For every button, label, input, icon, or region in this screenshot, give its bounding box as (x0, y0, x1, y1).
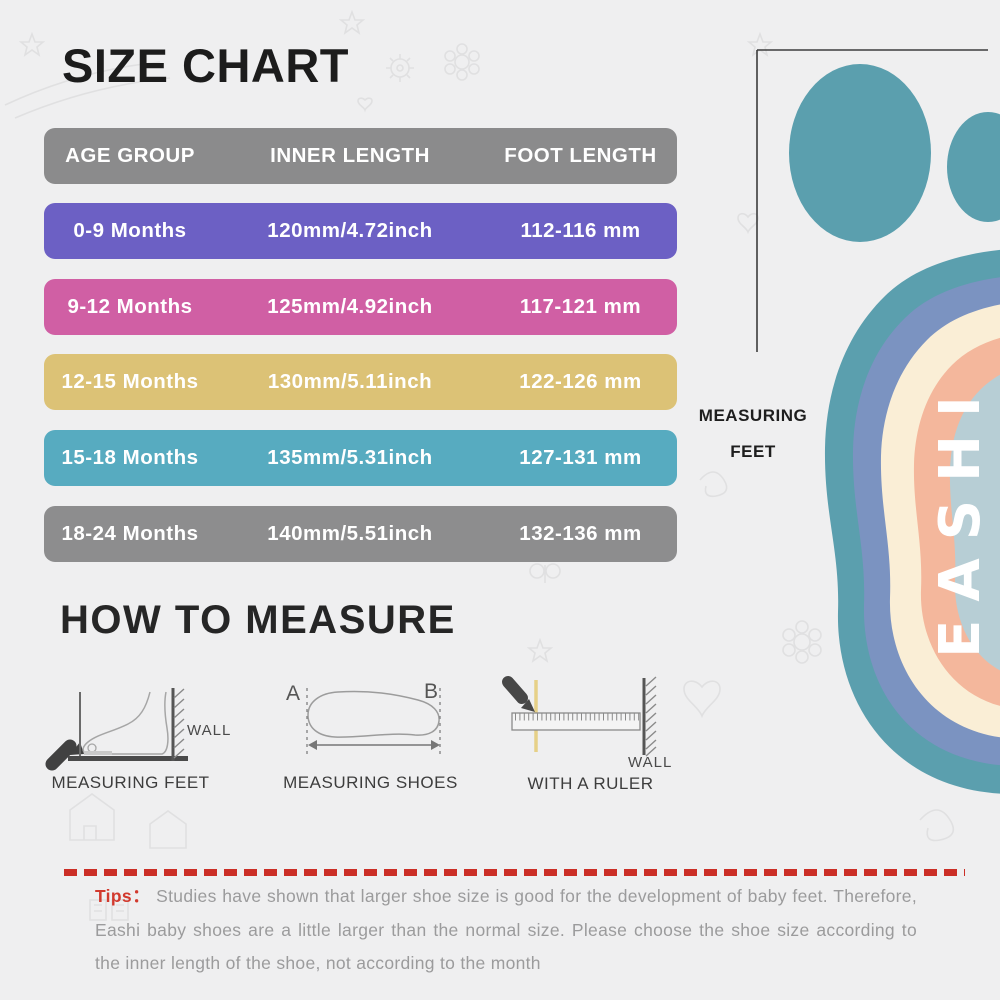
arrow-right-icon (431, 740, 440, 750)
shoe-outline-icon (307, 690, 440, 738)
big-toe-shape (789, 64, 931, 242)
heart-icon (357, 97, 373, 113)
page-title: SIZE CHART (62, 39, 349, 92)
measurement-bracket-lines (756, 49, 988, 352)
col-header-foot-length: FOOT LENGTH (504, 144, 657, 167)
foot-length-cell: 127-131 mm (519, 446, 642, 469)
measure-dashed-lines (306, 688, 441, 756)
star-icon (526, 637, 554, 663)
foot-length-cell: 112-116 mm (520, 219, 641, 242)
how-to-measure-diagrams (45, 676, 657, 771)
age-group-cell: 0-9 Months (73, 219, 187, 242)
brand-logo: EASHI (928, 378, 993, 658)
house-icon (69, 793, 187, 921)
col-header-inner-length: INNER LENGTH (270, 144, 430, 167)
tips-text: Studies have shown that larger shoe size… (95, 886, 917, 973)
star-icon (18, 31, 46, 57)
foot-outline-icon (82, 691, 169, 755)
toe-outline-icon (87, 743, 97, 753)
caption-line1: MEASURING (698, 406, 808, 425)
pencil-tip-icon (521, 699, 535, 712)
butterfly-icon (529, 563, 561, 583)
table-row: 0-9 Months 120mm/4.72inch 112-116 mm (44, 203, 677, 259)
swirl-icon (919, 809, 955, 842)
shooting-star-trail-icon (4, 61, 171, 119)
table-row: 9-12 Months 125mm/4.92inch 117-121 mm (44, 279, 677, 335)
arrow-left-icon (308, 740, 317, 750)
flower-icon (782, 620, 822, 664)
age-group-cell: 18-24 Months (61, 522, 199, 545)
wall-label: WALL (628, 754, 673, 771)
inner-length-cell: 125mm/4.92inch (267, 295, 433, 318)
caption-line2: FEET (730, 442, 776, 461)
age-group-cell: 12-15 Months (61, 370, 199, 393)
foot-length-cell: 132-136 mm (519, 522, 642, 545)
heart-icon (683, 680, 721, 719)
flower-icon (444, 43, 480, 81)
measuring-feet-label: MEASURING FEET (51, 773, 210, 792)
toe-shadow (84, 751, 112, 755)
floor-line (68, 756, 188, 761)
point-b-label: B (424, 680, 439, 703)
gear-icon (386, 54, 414, 82)
star-icon (338, 9, 366, 35)
measuring-shoes-label: MEASURING SHOES (283, 773, 458, 792)
age-group-cell: 9-12 Months (67, 295, 193, 318)
inner-length-cell: 135mm/5.31inch (267, 446, 433, 469)
inner-length-cell: 130mm/5.11inch (267, 370, 433, 393)
foot-graphic (756, 49, 1000, 794)
inner-length-cell: 120mm/4.72inch (267, 219, 433, 242)
pencil-icon (502, 676, 528, 704)
table-row: 15-18 Months 135mm/5.31inch 127-131 mm (44, 430, 677, 486)
swirl-icon (699, 471, 728, 498)
table-header-row: AGE GROUP INNER LENGTH FOOT LENGTH (44, 128, 677, 184)
age-group-cell: 15-18 Months (61, 446, 199, 469)
small-toe-shape (947, 112, 1000, 222)
section-heading: HOW TO MEASURE (60, 598, 456, 642)
sole-inner (949, 374, 1000, 671)
wall-hatch-icon (173, 688, 185, 759)
wall-label: WALL (187, 722, 232, 739)
point-a-label: A (286, 682, 301, 705)
measuring-feet-caption: MEASURING FEET (683, 398, 823, 470)
table-row: 18-24 Months 140mm/5.51inch 132-136 mm (44, 506, 677, 562)
dashed-divider (64, 869, 965, 876)
foot-length-cell: 117-121 mm (519, 295, 642, 318)
table-row: 12-15 Months 130mm/5.11inch 122-126 mm (44, 354, 677, 410)
tips-paragraph: Tips： Studies have shown that larger sho… (95, 880, 917, 981)
foot-length-cell: 122-126 mm (519, 370, 642, 393)
col-header-age-group: AGE GROUP (65, 144, 195, 167)
tips-label: Tips： (95, 886, 151, 906)
inner-length-cell: 140mm/5.51inch (267, 522, 433, 545)
pencil-icon (45, 739, 77, 771)
wall-hatch-icon (645, 676, 657, 757)
with-a-ruler-label: WITH A RULER (527, 774, 654, 793)
